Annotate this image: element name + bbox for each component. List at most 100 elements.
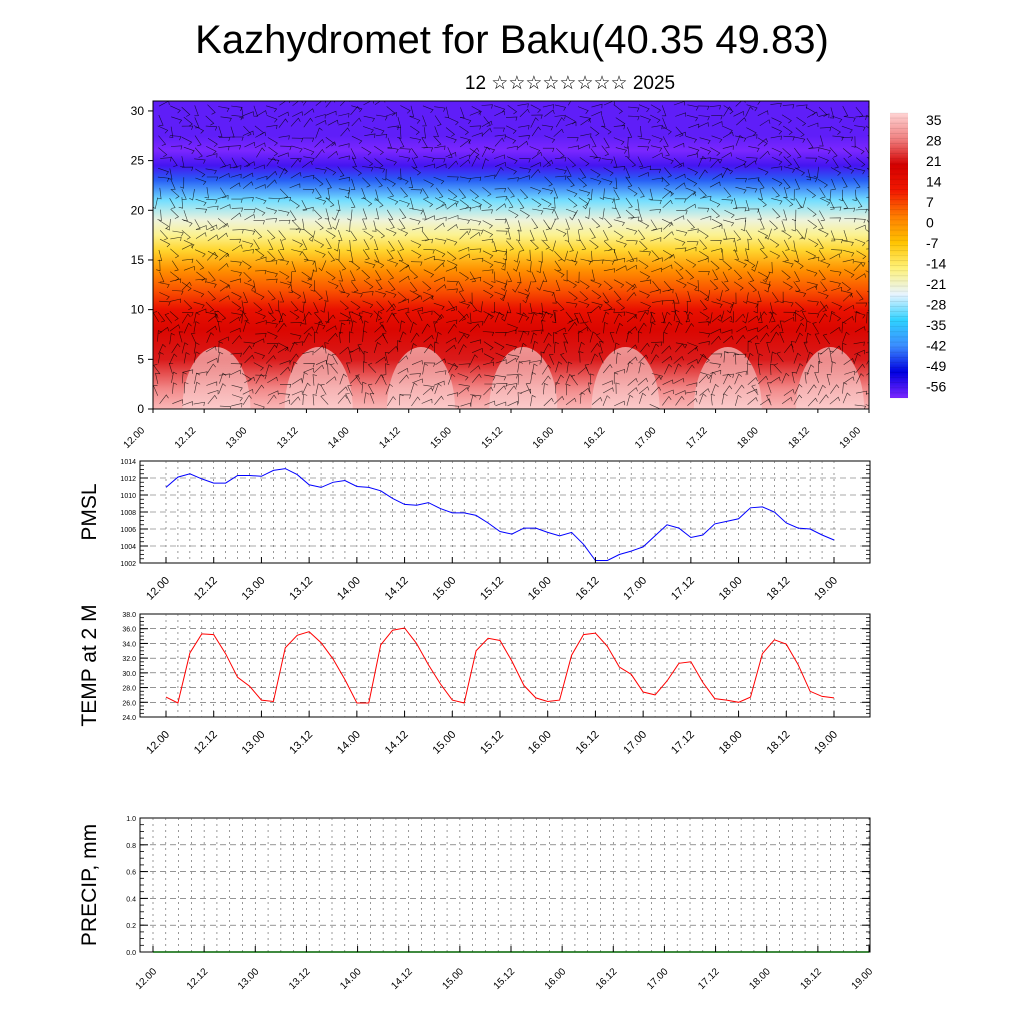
wind-barb — [171, 116, 183, 124]
wind-barb — [805, 332, 812, 345]
wind-barb — [399, 394, 412, 399]
wind-barb — [770, 351, 777, 363]
wind-barb — [397, 228, 409, 237]
wind-barb — [602, 387, 614, 394]
wind-barb — [267, 376, 278, 384]
wind-barb — [700, 147, 711, 155]
wind-barb — [387, 259, 399, 267]
wind-barb — [495, 161, 506, 167]
wind-barb — [357, 343, 365, 355]
wind-barb — [769, 311, 777, 323]
warm-cell — [693, 347, 762, 409]
wind-barb — [854, 311, 866, 319]
wind-barb — [400, 105, 411, 114]
wind-barb — [710, 335, 721, 345]
wind-barb — [626, 331, 633, 343]
wind-barb — [518, 175, 530, 180]
wind-barb — [685, 364, 695, 375]
wind-barb — [290, 322, 302, 327]
wind-barb — [205, 125, 218, 131]
wind-barb — [853, 353, 861, 365]
wind-barb — [819, 147, 831, 155]
wind-barb — [790, 189, 795, 201]
y-tick-label: 32.0 — [122, 656, 136, 663]
wind-barb — [412, 378, 423, 384]
wind-barb — [820, 347, 831, 355]
wind-barb — [459, 253, 470, 260]
wind-barb — [843, 157, 852, 168]
wind-barb — [663, 187, 675, 197]
wind-barb — [626, 240, 638, 245]
wind-barb — [791, 209, 797, 222]
wind-barb — [640, 165, 652, 171]
wind-barb — [766, 394, 772, 406]
wind-barb — [853, 177, 861, 189]
wind-barb — [381, 332, 388, 344]
wind-barb — [312, 394, 317, 406]
wind-barb — [551, 311, 557, 324]
wind-barb — [350, 178, 356, 190]
wind-barb — [783, 388, 795, 396]
wind-barb — [637, 309, 649, 315]
wind-barb — [190, 332, 197, 344]
wind-barb — [314, 138, 325, 148]
wind-barb — [771, 187, 780, 198]
wind-barb — [412, 226, 424, 232]
wind-barb — [757, 208, 763, 220]
wind-barb — [686, 178, 698, 187]
wind-barb — [663, 321, 673, 333]
wind-barb — [553, 332, 558, 344]
wind-barb — [818, 229, 829, 238]
wind-barb — [385, 363, 390, 375]
wind-barb — [732, 197, 738, 210]
wind-barb — [747, 208, 760, 213]
wind-barb — [807, 312, 820, 318]
wind-barb — [711, 314, 723, 323]
wind-barb — [219, 204, 231, 210]
wind-barb — [627, 157, 637, 168]
wind-barb — [483, 341, 494, 351]
wind-barb — [541, 198, 552, 207]
wind-barb — [362, 300, 374, 309]
wind-barb — [542, 364, 551, 375]
wind-barb — [734, 163, 746, 169]
wind-barb — [339, 300, 349, 311]
colorbar-label: 14 — [926, 174, 942, 190]
wind-barb — [169, 353, 178, 365]
wind-barb — [566, 361, 573, 373]
wind-barb — [481, 127, 492, 137]
wind-barb — [482, 229, 494, 238]
wind-barb — [793, 136, 806, 143]
wind-barb — [652, 152, 663, 159]
wind-barb — [724, 351, 736, 357]
wind-barb — [397, 168, 402, 180]
wind-barb — [783, 166, 796, 173]
wind-barb — [760, 398, 771, 406]
wind-barb — [159, 238, 171, 248]
wind-barb — [493, 261, 506, 268]
wind-barb — [688, 146, 700, 154]
x-tick-label: 19.00 — [850, 966, 876, 992]
wind-barb — [315, 148, 325, 159]
y-tick-label: 5 — [137, 352, 144, 366]
wind-barb — [536, 279, 544, 291]
wind-barb — [242, 320, 250, 332]
wind-barb — [614, 400, 625, 407]
wind-barb — [736, 117, 747, 126]
wind-barb — [590, 168, 601, 178]
y-axis-label: PMSL — [78, 483, 101, 540]
x-tick-label: 12.12 — [192, 729, 220, 757]
wind-barb — [217, 218, 228, 228]
wind-barb — [363, 280, 374, 290]
wind-barb — [687, 167, 699, 176]
wind-barb — [757, 137, 768, 147]
wind-barb — [303, 367, 314, 373]
wind-barb — [243, 282, 255, 290]
wind-barb — [770, 331, 780, 342]
wind-barb — [434, 106, 446, 112]
y-tick-label: 1010 — [120, 493, 136, 500]
wind-barb — [854, 145, 865, 155]
wind-barb — [673, 377, 685, 384]
wind-barb — [841, 177, 848, 188]
wind-barb — [267, 311, 277, 322]
